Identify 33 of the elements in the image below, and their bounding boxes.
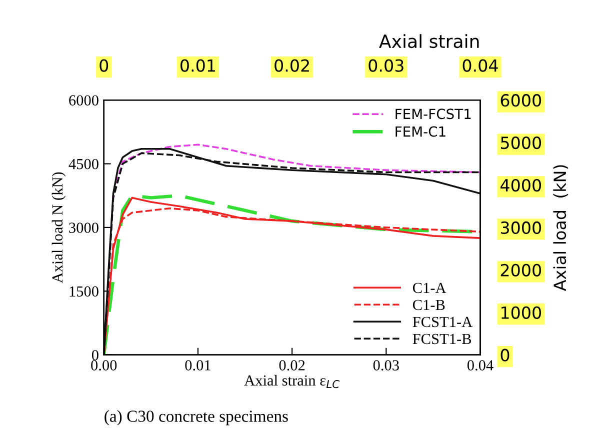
x2-tick-label: 0.01	[180, 59, 215, 72]
y-tick-label: 4500	[68, 158, 98, 170]
y2-tick-label: 6000	[500, 94, 541, 107]
x-tick-label: 0.02	[279, 360, 305, 371]
x-tick-label: 0.01	[185, 360, 210, 371]
y2-tick-label: 2000	[500, 264, 541, 276]
y-tick-label: 0	[92, 350, 98, 360]
y2-tick-label: 0	[500, 348, 510, 362]
x-tick-label: 0.00	[91, 360, 117, 371]
x-axis-title: Axial strain ε$_{LC}$	[244, 374, 340, 388]
y-axis-title: Axial load N (kN)	[52, 172, 66, 284]
y2-tick-label: 5000	[500, 136, 541, 150]
x2-tick-label: 0	[100, 59, 108, 72]
legend-label: FCST1-A	[412, 316, 472, 328]
legend-label: C1-B	[412, 300, 445, 310]
y2-tick-label: 1000	[502, 306, 541, 319]
x2-tick-label: 0.04	[462, 59, 498, 72]
legend-label: FCST1-B	[412, 334, 472, 344]
x-tick-label: 0.04	[467, 360, 494, 371]
y2-tick-label: 3000	[500, 221, 541, 234]
legend-label: C1-A	[412, 282, 446, 294]
text: (a) C30 concrete specimens	[104, 410, 288, 426]
y-tick-label: 6000	[69, 95, 98, 106]
x2-tick-label: 0.02	[274, 59, 309, 72]
legend-label: FEM-FCST1	[396, 108, 471, 120]
y2-tick-label: 4000	[500, 178, 541, 192]
legend-label: FEM-C1	[396, 126, 446, 137]
y-tick-label: 1500	[70, 286, 98, 297]
x2-axis-title: Axial strain	[379, 34, 479, 48]
x-tick-label: 0.03	[373, 360, 399, 371]
x2-tick-label: 0.03	[368, 59, 404, 72]
y-tick-label: 3000	[69, 222, 98, 233]
y2-axis-title: Axial load (kN)	[553, 165, 568, 292]
